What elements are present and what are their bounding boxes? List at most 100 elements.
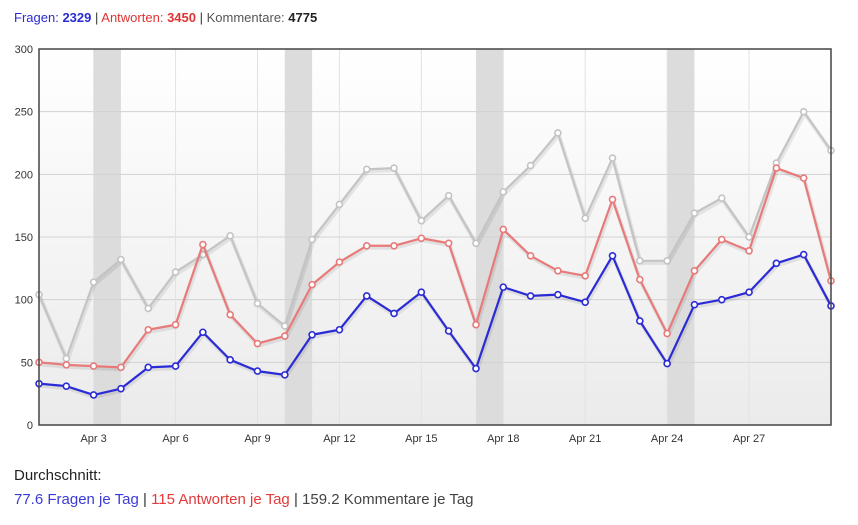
comments-point [89, 278, 98, 286]
questions-count: 2329 [62, 10, 92, 25]
x-tick-label: Apr 6 [162, 433, 188, 445]
comments-point [799, 107, 808, 116]
answers-point [390, 241, 398, 250]
questions-point [308, 330, 316, 339]
questions-point [199, 328, 207, 337]
answers-point [526, 252, 535, 260]
comments-point [526, 161, 535, 170]
comments-point [636, 257, 644, 265]
comments-average: 159.2 Kommentare je Tag [302, 491, 474, 508]
answers-average: 115 Antworten je Tag [151, 491, 290, 508]
questions-point [89, 391, 98, 399]
questions-point [253, 367, 262, 375]
questions-point [362, 292, 371, 300]
comments-point [444, 191, 453, 200]
y-tick-label: 100 [15, 295, 33, 307]
answers-point [608, 195, 617, 204]
separator: | [293, 491, 298, 508]
answers-point [690, 267, 699, 275]
y-tick-label: 200 [15, 169, 33, 181]
comments-point [253, 299, 262, 308]
answers-point [253, 339, 262, 348]
x-tick-label: Apr 3 [80, 433, 106, 445]
answers-point [472, 320, 480, 329]
answers-point [417, 234, 426, 243]
x-tick-label: Apr 21 [569, 433, 601, 445]
questions-point [581, 298, 590, 306]
plot-frame [38, 48, 832, 426]
answers-point [226, 310, 234, 319]
y-tick-label: 0 [27, 420, 33, 432]
questions-point [390, 309, 398, 318]
questions-point [663, 359, 671, 368]
questions-point [745, 288, 753, 296]
comments-point [499, 188, 508, 196]
questions-line [38, 253, 832, 397]
questions-point [608, 252, 617, 260]
answers-point [499, 225, 508, 234]
x-tick-label: Apr 24 [651, 433, 683, 445]
questions-point [499, 283, 508, 291]
questions-label: Fragen: [14, 10, 59, 25]
separator: | [142, 491, 147, 508]
separator: | [94, 10, 99, 25]
questions-point [636, 317, 644, 325]
separator: | [199, 10, 203, 25]
x-tick-label: Apr 12 [323, 433, 355, 445]
y-tick-label: 50 [21, 357, 33, 369]
questions-point [554, 290, 562, 299]
comments-point [171, 268, 180, 276]
answers-point [636, 275, 644, 284]
comments-point [335, 200, 344, 209]
x-tick-label: Apr 27 [733, 433, 765, 445]
activity-line-chart: 0 50 100 150 200 250 300 Apr 3 Apr 6 Apr 9 Apr 12… [15, 44, 835, 445]
comments-point [117, 255, 125, 264]
answers-point [745, 246, 753, 255]
answers-line [38, 166, 833, 369]
x-tick-label: Apr 18 [487, 433, 519, 445]
comments-point [581, 214, 590, 222]
comments-label: Kommentare: [206, 10, 285, 25]
answers-point [144, 325, 153, 334]
questions-point [690, 300, 699, 309]
answers-point [717, 235, 726, 244]
y-tick-label: 300 [15, 44, 33, 56]
questions-point [717, 295, 726, 304]
questions-point [144, 363, 153, 372]
comments-point [226, 231, 234, 240]
answers-point [444, 239, 453, 248]
comments-count: 4775 [288, 10, 318, 25]
questions-average: 77.6 Fragen je Tag [14, 491, 139, 508]
comments-point [663, 257, 671, 265]
answers-point [199, 240, 207, 249]
comments-point [280, 322, 289, 330]
comments-point [417, 216, 426, 225]
questions-point [772, 259, 781, 268]
answers-point [799, 174, 808, 182]
stats-header: Fragen: 2329 | Antworten: 3450 | Komment… [14, 10, 317, 26]
questions-point [280, 371, 289, 379]
answers-point [362, 241, 371, 250]
comments-point [472, 239, 480, 248]
answers-count: 3450 [167, 10, 196, 25]
comments-point [554, 129, 562, 137]
answers-point [554, 267, 562, 275]
questions-point [417, 288, 426, 296]
answers-point [772, 164, 781, 172]
comments-point [608, 154, 617, 162]
comments-point [390, 164, 398, 172]
questions-point [62, 382, 71, 390]
answers-point [581, 272, 590, 280]
questions-point [335, 325, 344, 334]
answers-point [663, 329, 671, 338]
average-summary: 77.6 Fragen je Tag | 115 Antworten je Ta… [14, 491, 474, 508]
comments-point [690, 209, 699, 217]
questions-point [171, 362, 180, 370]
questions-point [526, 292, 535, 300]
answers-label: Antworten: [101, 10, 164, 25]
comments-point [717, 194, 726, 202]
questions-point [472, 364, 480, 373]
answers-point [280, 332, 289, 340]
comments-line-shadow [38, 111, 834, 363]
x-tick-label: Apr 9 [244, 433, 270, 445]
